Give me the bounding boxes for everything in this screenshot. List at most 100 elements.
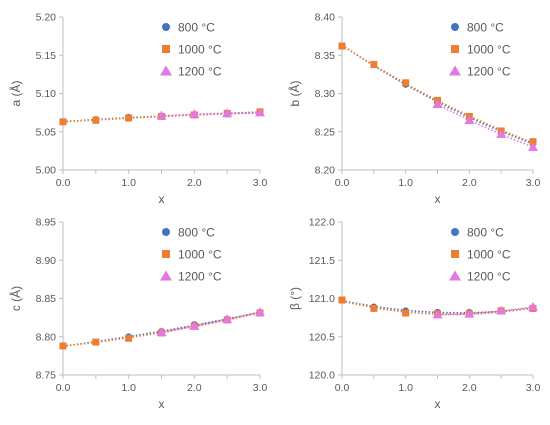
x-tick-label: 3.0 bbox=[526, 382, 541, 394]
y-tick-label: 121.5 bbox=[309, 255, 335, 267]
legend-label: 1200 °C bbox=[178, 65, 222, 79]
y-tick-label: 8.85 bbox=[36, 293, 57, 305]
data-point-2 bbox=[432, 99, 443, 109]
y-tick-label: 5.00 bbox=[36, 165, 57, 177]
data-point-1 bbox=[125, 114, 133, 122]
legend-marker-2 bbox=[160, 65, 172, 76]
y-axis-title: β (°) bbox=[288, 287, 302, 310]
y-tick-label: 8.95 bbox=[36, 217, 57, 229]
data-point-2 bbox=[189, 321, 200, 330]
data-point-1 bbox=[370, 304, 378, 312]
y-axis-title: b (Å) bbox=[287, 80, 302, 106]
x-tick-label: 0.0 bbox=[56, 177, 71, 189]
x-axis-title: x bbox=[159, 192, 165, 206]
legend-label: 1200 °C bbox=[467, 270, 511, 284]
trendline-2 bbox=[161, 111, 260, 117]
y-tick-label: 8.40 bbox=[315, 12, 336, 24]
data-point-2 bbox=[464, 308, 475, 318]
legend-marker-0 bbox=[451, 228, 459, 236]
x-axis-title: x bbox=[435, 192, 441, 206]
data-point-2 bbox=[255, 107, 265, 117]
legend-label: 800 °C bbox=[178, 226, 215, 240]
x-tick-label: 0.0 bbox=[335, 177, 350, 189]
data-point-2 bbox=[222, 314, 233, 323]
legend-marker-1 bbox=[162, 250, 170, 258]
legend-label: 1200 °C bbox=[467, 65, 511, 79]
legend-label: 800 °C bbox=[178, 21, 215, 35]
x-tick-label: 1.0 bbox=[121, 382, 136, 394]
data-point-2 bbox=[189, 109, 200, 118]
chart-panel-2: 8.75 8.80 8.85 8.90 8.95 0.0 1.0 2.0 3.0 x c (Å) 80… bbox=[8, 217, 267, 412]
y-tick-label: 5.20 bbox=[36, 12, 57, 24]
y-tick-label: 8.80 bbox=[36, 331, 57, 343]
x-tick-label: 1.0 bbox=[121, 177, 136, 189]
y-tick-label: 8.20 bbox=[315, 165, 336, 177]
y-tick-label: 8.35 bbox=[315, 50, 336, 62]
x-tick-label: 3.0 bbox=[526, 177, 541, 189]
y-tick-label: 8.25 bbox=[315, 126, 336, 138]
data-point-1 bbox=[338, 42, 346, 50]
x-tick-label: 2.0 bbox=[462, 382, 477, 394]
data-point-2 bbox=[464, 115, 475, 125]
legend-marker-1 bbox=[451, 250, 459, 258]
x-tick-label: 0.0 bbox=[56, 382, 71, 394]
chart-panel-3: 120.0 120.5 121.0 121.5 122.0 0.0 1.0 2.0 3.0 x β … bbox=[288, 217, 540, 412]
legend-marker-1 bbox=[162, 45, 170, 53]
legend-label: 1000 °C bbox=[178, 43, 222, 57]
y-axis-title: a (Å) bbox=[8, 80, 23, 106]
x-tick-label: 0.0 bbox=[335, 382, 350, 394]
data-point-1 bbox=[125, 334, 133, 342]
data-point-2 bbox=[255, 307, 265, 317]
data-point-2 bbox=[156, 110, 167, 120]
y-tick-label: 5.10 bbox=[36, 88, 57, 100]
legend-label: 1000 °C bbox=[467, 248, 511, 262]
data-point-1 bbox=[59, 118, 67, 126]
x-tick-label: 3.0 bbox=[253, 177, 268, 189]
data-point-2 bbox=[496, 129, 507, 138]
legend-label: 1000 °C bbox=[467, 43, 511, 57]
data-point-2 bbox=[432, 309, 443, 319]
data-point-2 bbox=[496, 305, 507, 315]
y-axis-title: c (Å) bbox=[8, 286, 23, 311]
y-tick-label: 8.90 bbox=[36, 255, 57, 267]
legend-marker-1 bbox=[451, 45, 459, 53]
chart-panel-0: 5.00 5.05 5.10 5.15 5.20 0.0 1.0 2.0 3.0 x a (Å) 80… bbox=[8, 12, 267, 207]
data-point-1 bbox=[402, 309, 410, 317]
data-point-2 bbox=[528, 301, 538, 311]
y-tick-label: 120.0 bbox=[309, 370, 335, 382]
data-point-2 bbox=[222, 108, 233, 118]
y-tick-label: 5.15 bbox=[36, 50, 57, 62]
x-tick-label: 2.0 bbox=[187, 382, 202, 394]
legend-label: 1000 °C bbox=[178, 248, 222, 262]
y-tick-label: 122.0 bbox=[309, 217, 335, 229]
data-point-1 bbox=[92, 116, 100, 124]
legend-marker-0 bbox=[162, 23, 170, 31]
legend-marker-2 bbox=[449, 65, 461, 76]
x-tick-label: 2.0 bbox=[187, 177, 202, 189]
x-axis-title: x bbox=[435, 397, 441, 411]
legend-marker-2 bbox=[449, 270, 461, 281]
legend-marker-0 bbox=[162, 228, 170, 236]
y-tick-label: 121.0 bbox=[309, 293, 335, 305]
y-tick-label: 8.30 bbox=[315, 88, 336, 100]
data-point-1 bbox=[338, 296, 346, 304]
data-point-1 bbox=[92, 338, 100, 346]
data-point-1 bbox=[59, 342, 67, 350]
legend-marker-0 bbox=[451, 23, 459, 31]
data-point-1 bbox=[402, 79, 410, 87]
legend-label: 1200 °C bbox=[178, 270, 222, 284]
trendline-2 bbox=[437, 103, 534, 148]
chart-panel-1: 8.20 8.25 8.30 8.35 8.40 0.0 1.0 2.0 3.0 x b (Å) 80… bbox=[287, 12, 540, 207]
x-tick-label: 1.0 bbox=[398, 177, 413, 189]
data-point-2 bbox=[156, 327, 167, 336]
y-tick-label: 120.5 bbox=[309, 331, 335, 343]
x-tick-label: 2.0 bbox=[462, 177, 477, 189]
x-tick-label: 1.0 bbox=[398, 382, 413, 394]
x-axis-title: x bbox=[159, 397, 165, 411]
trendline-2 bbox=[161, 311, 261, 333]
legend-marker-2 bbox=[160, 270, 172, 281]
data-point-1 bbox=[529, 138, 537, 146]
legend-label: 800 °C bbox=[467, 21, 504, 35]
data-point-1 bbox=[370, 60, 378, 68]
